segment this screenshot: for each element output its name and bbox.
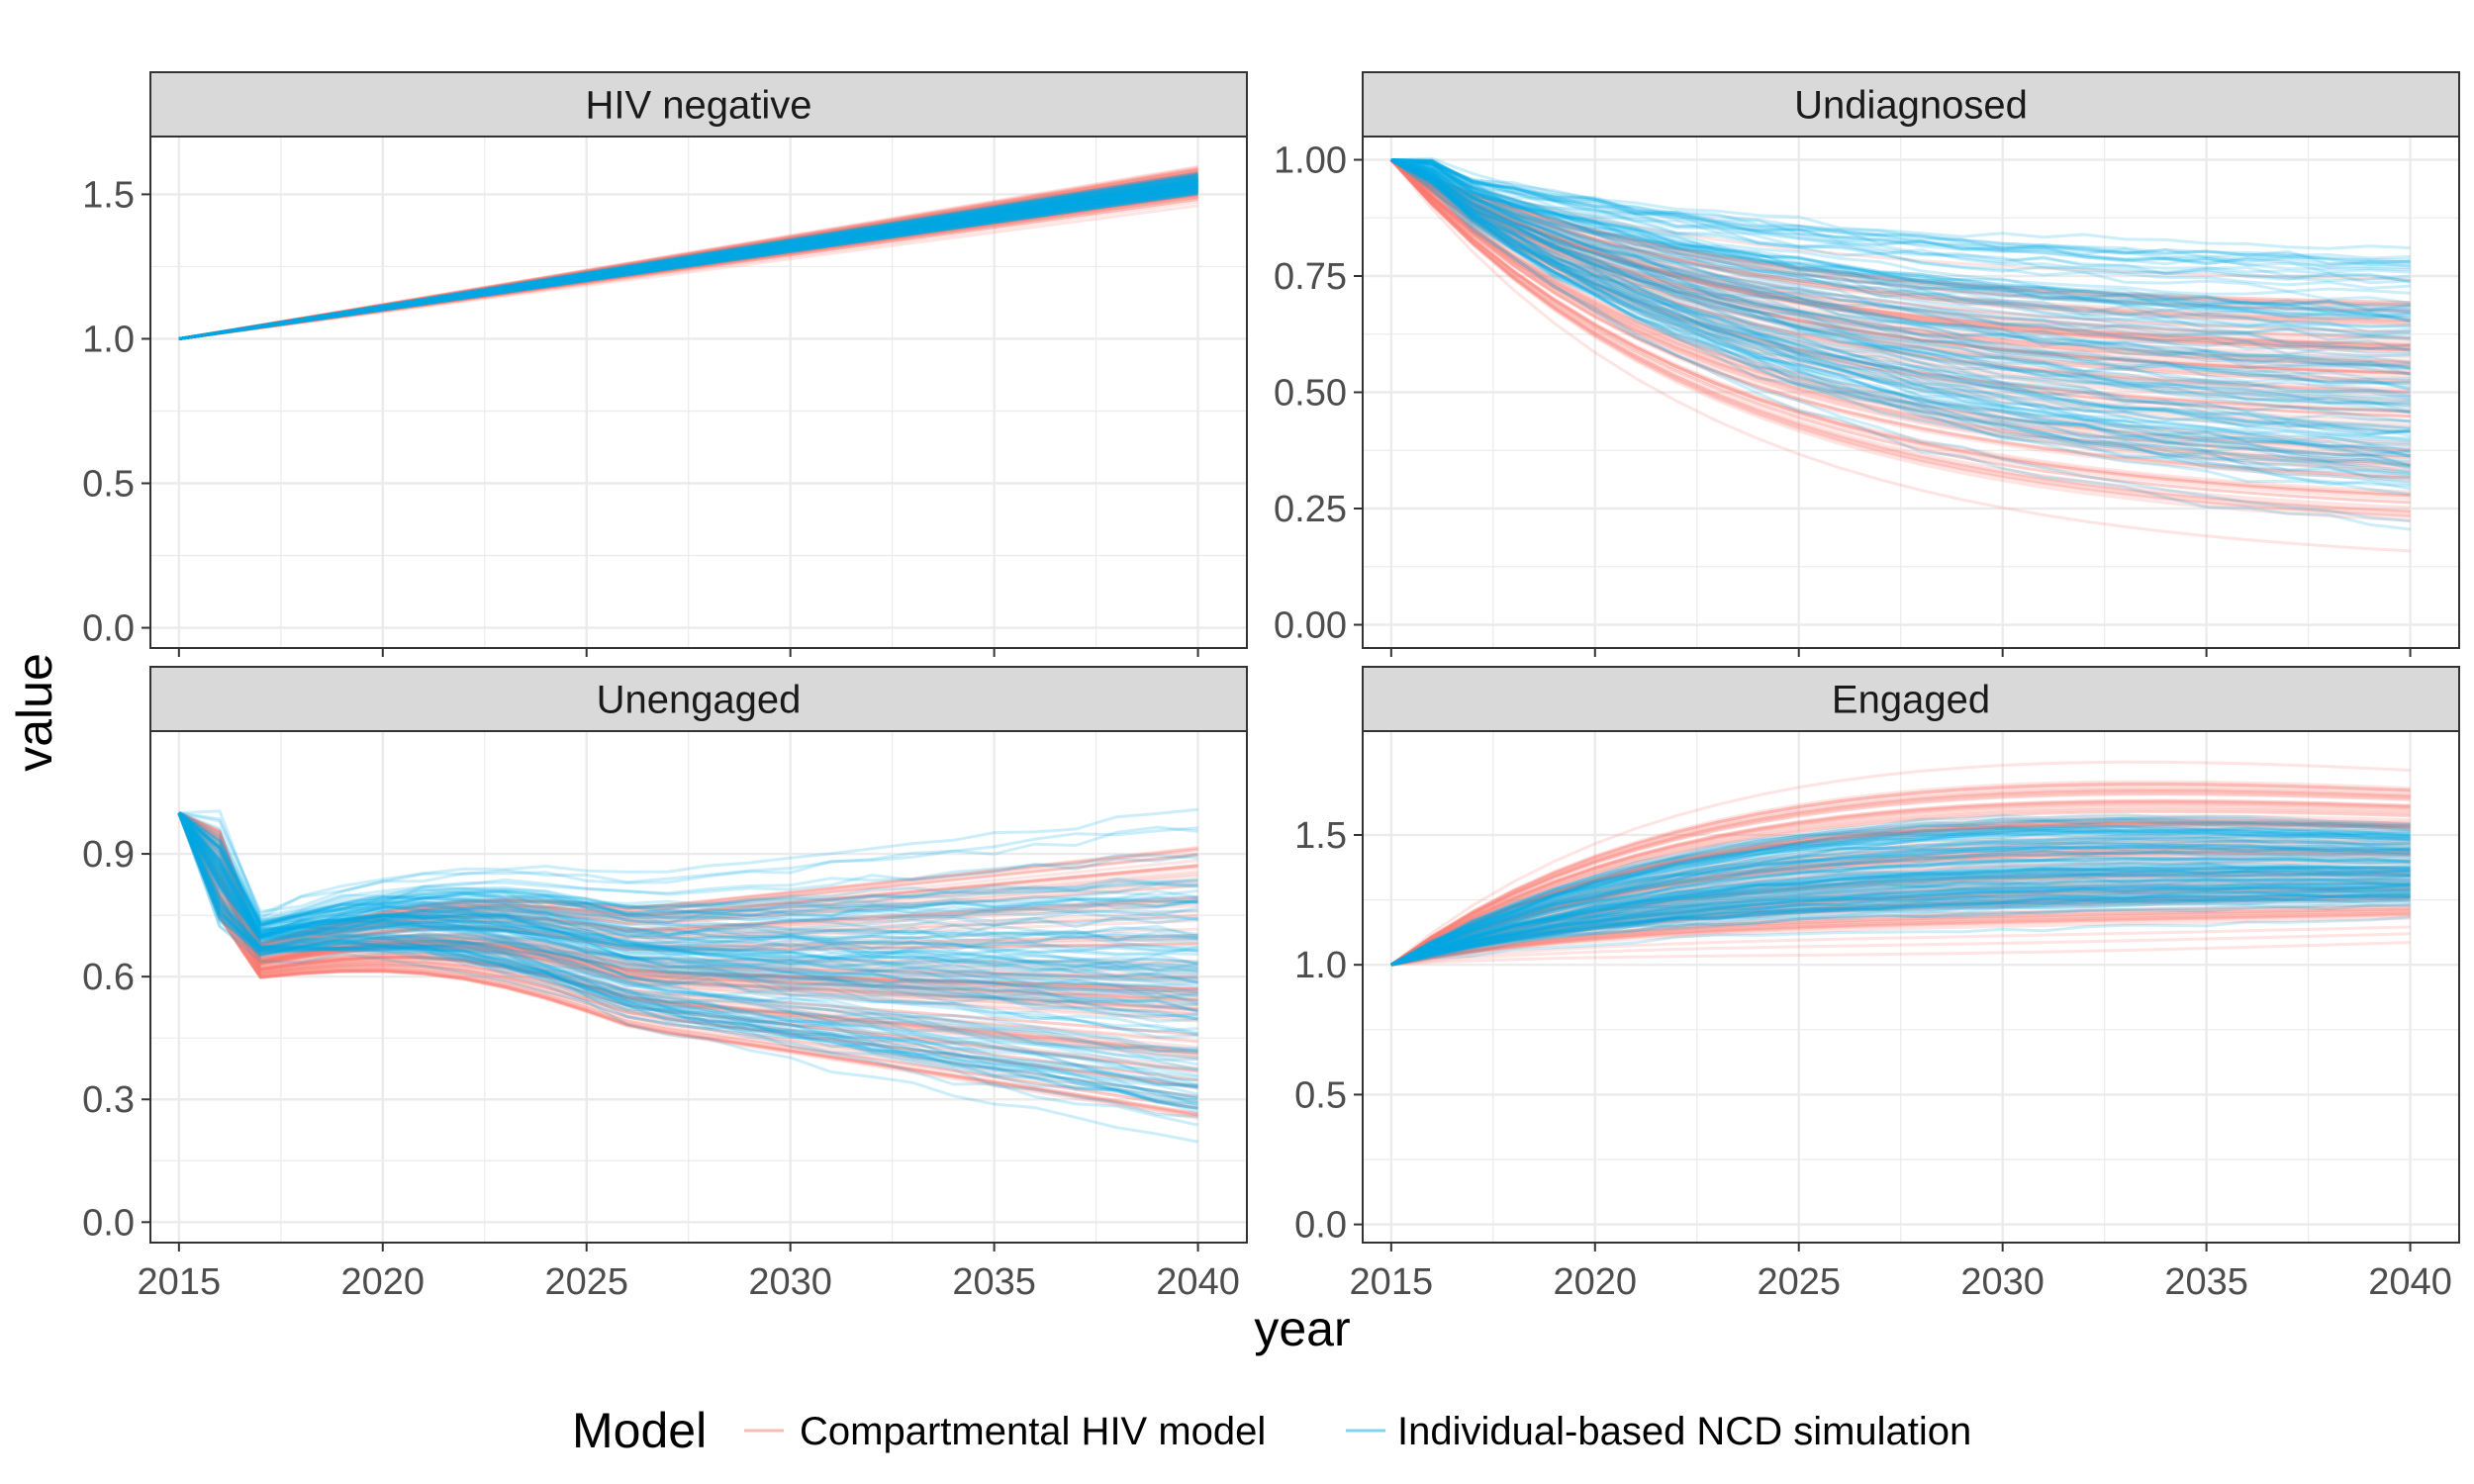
x-axis-hiv-negative [179,648,1198,657]
y-tick-label: 0.25 [1274,489,1347,530]
panel-unengaged: Unengaged 0.0 0.3 0.6 0.9 2015 2020 2025 2030 203… [82,667,1247,1303]
x-tick-label: 2030 [1960,1261,2045,1303]
y-tick-label: 0.9 [82,834,135,876]
y-tick-label: 1.5 [82,174,135,216]
x-axis-engaged: 2015 2020 2025 2030 2035 2040 [1350,1243,2452,1303]
panel-title-undiagnosed: Undiagnosed [1794,84,2028,128]
y-axis-hiv-negative: 0.0 0.5 1.0 1.5 [82,174,150,649]
x-axis-title: year [1254,1301,1350,1356]
legend: Model Compartmental HIV model Individual… [572,1403,1971,1458]
y-tick-label: 1.0 [82,319,135,360]
x-tick-label: 2025 [1757,1261,1841,1303]
y-tick-label: 0.0 [1294,1205,1347,1247]
x-axis-unengaged: 2015 2020 2025 2030 2035 2040 [138,1243,1240,1303]
y-tick-label: 0.3 [82,1079,135,1121]
x-tick-label: 2030 [748,1261,832,1303]
y-tick-label: 0.00 [1274,605,1347,647]
y-axis-engaged: 0.0 0.5 1.0 1.5 [1294,815,1363,1247]
legend-title: Model [572,1403,707,1458]
y-tick-label: 0.75 [1274,256,1347,298]
y-tick-label: 0.50 [1274,373,1347,415]
y-tick-label: 0.0 [82,608,135,650]
x-tick-label: 2015 [138,1261,222,1303]
panel-title-hiv-negative: HIV negative [585,84,811,128]
panels-layer: HIV negative0.00.51.01.5Undiagnosed0.000… [82,72,2459,1303]
panel-hiv-negative: HIV negative 0.0 0.5 1.0 1.5 [82,72,1247,657]
x-tick-label: 2020 [1554,1261,1638,1303]
panel-engaged: Engaged0.00.51.01.52015 2020 2025 2030 2035 2… [1294,667,2459,1303]
y-axis-undiagnosed: 0.00 0.25 0.50 0.75 1.00 [1274,140,1363,647]
panel-undiagnosed: Undiagnosed 0.00 0.25 0.50 0.75 1.00 [1274,72,2459,657]
panel-title-engaged: Engaged [1832,679,1990,722]
legend-label-individual: Individual-based NCD simulation [1397,1410,1971,1453]
panel-title-unengaged: Unengaged [597,679,802,722]
y-tick-label: 1.0 [1294,945,1347,986]
x-tick-label: 2015 [1350,1261,1434,1303]
y-tick-label: 0.0 [82,1202,135,1244]
x-tick-label: 2020 [341,1261,426,1303]
y-tick-label: 0.5 [1294,1074,1347,1116]
x-tick-label: 2025 [544,1261,628,1303]
x-axis-undiagnosed [1391,648,2411,657]
legend-label-compartmental: Compartmental HIV model [800,1410,1266,1453]
y-tick-label: 0.6 [82,957,135,998]
x-tick-label: 2040 [2368,1261,2452,1303]
y-tick-label: 0.5 [82,464,135,506]
y-tick-label: 1.5 [1294,815,1347,857]
x-tick-label: 2035 [952,1261,1036,1303]
y-axis-title: value [7,653,62,772]
x-tick-label: 2040 [1156,1261,1240,1303]
y-axis-unengaged: 0.0 0.3 0.6 0.9 [82,834,150,1244]
y-tick-label: 1.00 [1274,140,1347,182]
x-tick-label: 2035 [2164,1261,2248,1303]
